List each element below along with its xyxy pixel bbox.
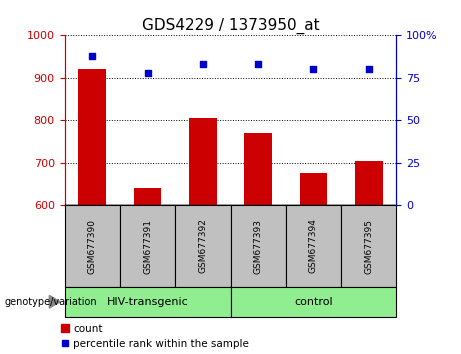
Text: GSM677391: GSM677391 [143, 218, 152, 274]
Bar [230, 205, 286, 287]
Point [365, 67, 372, 72]
Point [199, 62, 207, 67]
Bar [300, 173, 327, 205]
Bar [244, 133, 272, 205]
Bar [175, 205, 230, 287]
Text: GSM677390: GSM677390 [88, 218, 97, 274]
Bar [230, 287, 396, 317]
Text: GSM677392: GSM677392 [198, 218, 207, 274]
Polygon shape [49, 295, 60, 308]
Text: GSM677395: GSM677395 [364, 218, 373, 274]
Text: genotype/variation: genotype/variation [5, 297, 97, 307]
Bar [134, 188, 161, 205]
Text: GSM677393: GSM677393 [254, 218, 263, 274]
Bar [286, 205, 341, 287]
Text: HIV-transgenic: HIV-transgenic [106, 297, 189, 307]
Bar [341, 205, 396, 287]
Bar [355, 161, 383, 205]
Point [89, 53, 96, 59]
Text: control: control [294, 297, 333, 307]
Bar [65, 205, 120, 287]
Bar [65, 287, 230, 317]
Text: GSM677394: GSM677394 [309, 218, 318, 274]
Title: GDS4229 / 1373950_at: GDS4229 / 1373950_at [142, 18, 319, 34]
Bar [120, 205, 175, 287]
Point [144, 70, 151, 76]
Point [254, 62, 262, 67]
Bar [189, 118, 217, 205]
Bar [78, 69, 106, 205]
Point [310, 67, 317, 72]
Legend: count, percentile rank within the sample: count, percentile rank within the sample [60, 324, 249, 349]
